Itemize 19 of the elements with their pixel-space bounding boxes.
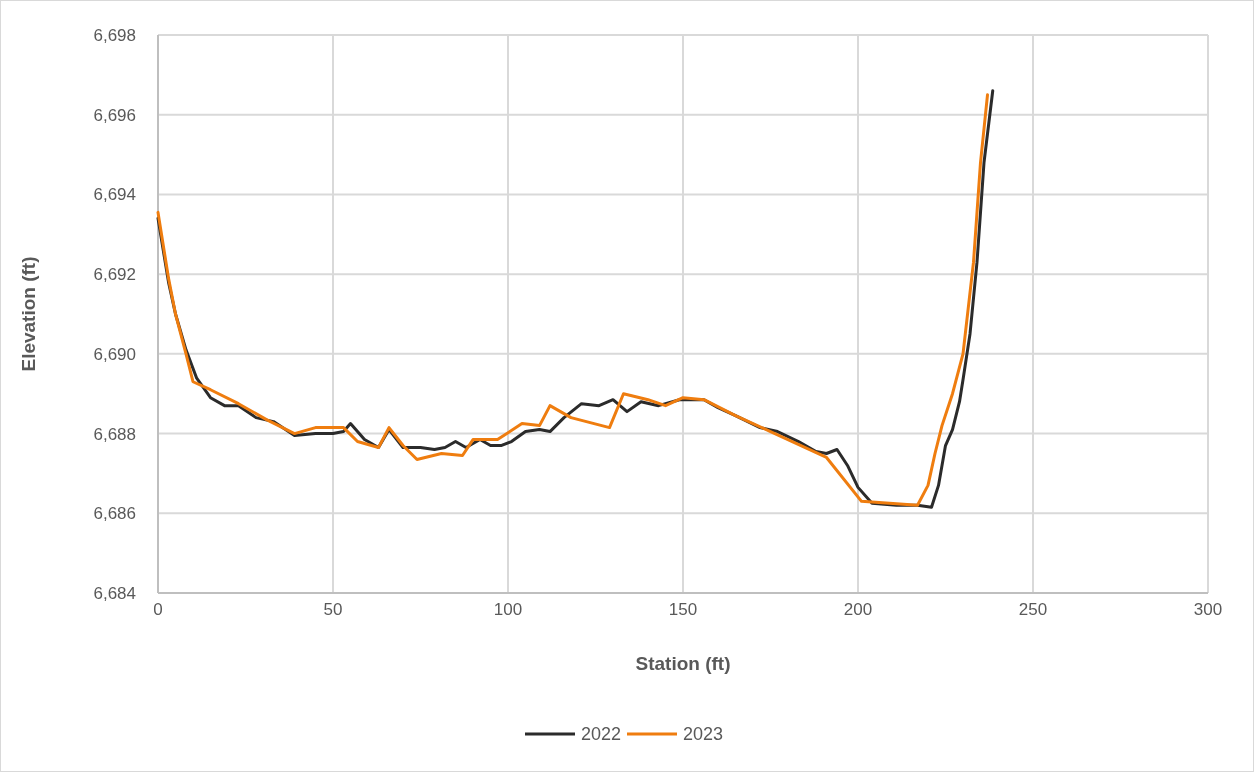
x-tick-label: 50 xyxy=(323,600,343,619)
x-tick-label: 200 xyxy=(843,600,873,619)
y-axis-title: Elevation (ft) xyxy=(18,256,39,372)
y-tick-label: 6,692 xyxy=(93,265,136,285)
legend-label: 2023 xyxy=(683,724,724,744)
x-tick-label: 0 xyxy=(153,600,163,619)
legend-label: 2022 xyxy=(581,724,622,744)
x-tick-label: 300 xyxy=(1193,600,1223,619)
x-tick-label: 150 xyxy=(668,600,698,619)
y-tick-label: 6,684 xyxy=(93,584,136,603)
y-tick-label: 6,690 xyxy=(93,344,136,364)
y-tick-label: 6,694 xyxy=(93,185,136,205)
y-tick-label: 6,688 xyxy=(93,424,136,444)
y-tick-label: 6,696 xyxy=(93,105,136,125)
x-tick-label: 250 xyxy=(1018,600,1048,619)
y-tick-label: 6,686 xyxy=(93,504,136,524)
y-tick-label: 6,698 xyxy=(93,26,136,45)
x-tick-label: 100 xyxy=(493,600,523,619)
x-axis-title: Station (ft) xyxy=(635,653,731,674)
